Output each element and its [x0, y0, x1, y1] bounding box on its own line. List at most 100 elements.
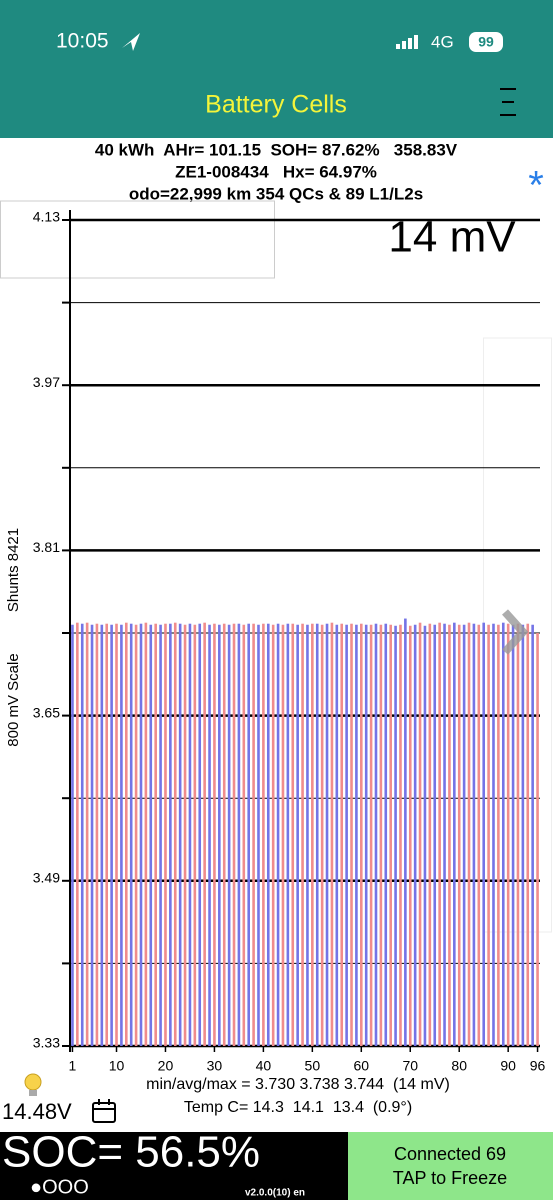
bar — [76, 622, 79, 1046]
bar — [271, 624, 275, 1046]
bar — [501, 622, 505, 1046]
bar — [531, 624, 534, 1046]
bar — [526, 623, 530, 1046]
x-tick-label: 80 — [451, 1058, 467, 1074]
bar — [413, 624, 417, 1046]
bar — [222, 623, 226, 1046]
bar — [350, 623, 353, 1046]
bar — [497, 624, 500, 1046]
bar — [105, 623, 109, 1046]
x-tick-label: 20 — [158, 1058, 174, 1074]
bar — [462, 624, 466, 1046]
bar — [399, 624, 402, 1046]
screen-title: Battery Cells — [205, 91, 347, 119]
bar — [286, 623, 290, 1046]
soc-bar — [0, 1132, 348, 1200]
button-label: Connected 69 — [394, 1144, 506, 1164]
bar — [364, 624, 368, 1046]
x-tick-label: 70 — [402, 1058, 418, 1074]
bar — [394, 625, 397, 1046]
x-tick-label: 96 — [530, 1058, 546, 1074]
bar — [262, 623, 265, 1046]
bar — [110, 624, 113, 1046]
bar — [384, 623, 388, 1046]
bar — [467, 622, 471, 1046]
y-tick-label: 3.97 — [33, 374, 60, 390]
annotation: 14 mV — [388, 213, 516, 262]
bar — [247, 623, 250, 1046]
voltage: 14.48V — [2, 1099, 72, 1124]
freeze-button[interactable] — [348, 1132, 553, 1200]
bar — [134, 624, 138, 1046]
menu-button[interactable] — [500, 88, 516, 116]
bar — [506, 623, 510, 1046]
bar — [389, 624, 392, 1046]
bar — [173, 622, 177, 1046]
bar — [218, 624, 221, 1046]
bar — [129, 623, 133, 1046]
bar — [291, 623, 295, 1046]
bar — [330, 622, 334, 1046]
calendar-icon[interactable] — [92, 1099, 116, 1123]
bar — [242, 624, 246, 1046]
bar — [438, 622, 441, 1046]
bar — [448, 624, 451, 1046]
bar — [193, 624, 197, 1046]
y-tick-label: 3.49 — [33, 870, 60, 886]
info-line: ZE1-008434 Hx= 64.97% — [175, 162, 377, 181]
bar — [227, 624, 231, 1046]
time: 10:05 — [56, 30, 109, 53]
button-label: TAP to Freeze — [393, 1168, 507, 1188]
bar — [71, 624, 74, 1046]
bar — [453, 622, 456, 1046]
bar — [95, 623, 99, 1046]
location-icon — [122, 33, 140, 51]
soc: SOC= 56.5% — [2, 1128, 260, 1177]
network: 4G — [431, 32, 454, 51]
bar — [252, 623, 255, 1046]
bar — [213, 623, 216, 1046]
bar — [457, 624, 461, 1046]
page-dots: ●OOO — [30, 1176, 89, 1198]
bar — [374, 623, 378, 1046]
bar — [159, 624, 162, 1046]
bar — [320, 624, 324, 1046]
bar — [232, 623, 236, 1046]
info-line: 40 kWh AHr= 101.15 SOH= 87.62% 358.83V — [95, 140, 458, 159]
y-tick-label: 4.13 — [33, 209, 60, 225]
next-chevron[interactable] — [502, 609, 529, 655]
y-tick-label: 3.33 — [33, 1035, 60, 1051]
bar — [169, 623, 172, 1046]
bar — [208, 624, 211, 1046]
settings-star[interactable]: * — [528, 164, 544, 208]
y-tick-label: 3.65 — [33, 704, 60, 720]
bar — [477, 624, 481, 1046]
bar — [360, 623, 363, 1046]
bar — [472, 623, 476, 1046]
bar — [306, 624, 309, 1046]
x-tick-label: 60 — [354, 1058, 370, 1074]
bar — [296, 624, 299, 1046]
top-bar — [0, 0, 553, 140]
x-tick-label: 10 — [109, 1058, 125, 1074]
bar — [139, 623, 143, 1046]
bar — [536, 633, 539, 1046]
info-line: odo=22,999 km 354 QCs & 89 L1/L2s — [129, 184, 423, 203]
x-tick-label: 40 — [256, 1058, 272, 1074]
bar — [266, 623, 270, 1046]
bar — [355, 624, 358, 1046]
bar — [149, 624, 153, 1046]
bar — [237, 623, 241, 1046]
bar — [443, 623, 446, 1046]
bar — [144, 622, 148, 1046]
bar — [301, 623, 304, 1046]
bar — [325, 623, 329, 1046]
bar — [511, 624, 515, 1046]
bar — [311, 623, 314, 1046]
bar — [85, 622, 89, 1046]
signal-icon — [396, 35, 418, 49]
battery-icon — [469, 32, 503, 52]
bar — [90, 624, 94, 1046]
